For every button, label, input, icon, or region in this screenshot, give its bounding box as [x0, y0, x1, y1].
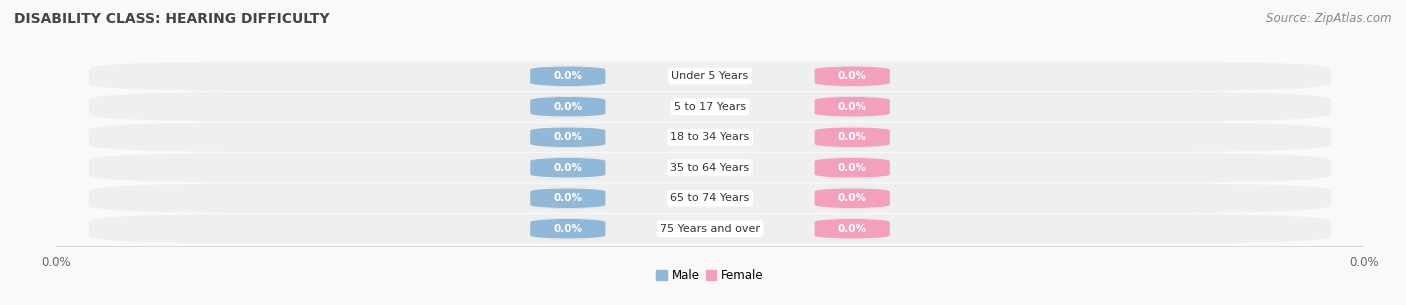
FancyBboxPatch shape	[527, 96, 609, 117]
FancyBboxPatch shape	[89, 214, 1331, 243]
Text: 0.0%: 0.0%	[554, 102, 582, 112]
Text: 0.0%: 0.0%	[838, 224, 866, 234]
Text: 0.0%: 0.0%	[554, 71, 582, 81]
FancyBboxPatch shape	[89, 153, 1331, 182]
FancyBboxPatch shape	[811, 157, 893, 178]
Text: 18 to 34 Years: 18 to 34 Years	[671, 132, 749, 142]
FancyBboxPatch shape	[527, 157, 609, 178]
Text: 0.0%: 0.0%	[838, 132, 866, 142]
Legend: Male, Female: Male, Female	[652, 265, 768, 287]
Text: Under 5 Years: Under 5 Years	[672, 71, 748, 81]
Text: 0.0%: 0.0%	[838, 102, 866, 112]
Text: 35 to 64 Years: 35 to 64 Years	[671, 163, 749, 173]
FancyBboxPatch shape	[527, 127, 609, 148]
FancyBboxPatch shape	[89, 184, 1331, 213]
FancyBboxPatch shape	[811, 188, 893, 209]
Text: DISABILITY CLASS: HEARING DIFFICULTY: DISABILITY CLASS: HEARING DIFFICULTY	[14, 12, 329, 26]
Text: 0.0%: 0.0%	[838, 71, 866, 81]
Text: 0.0%: 0.0%	[554, 224, 582, 234]
FancyBboxPatch shape	[811, 96, 893, 117]
FancyBboxPatch shape	[89, 92, 1331, 121]
Text: 0.0%: 0.0%	[838, 193, 866, 203]
FancyBboxPatch shape	[811, 66, 893, 87]
Text: 65 to 74 Years: 65 to 74 Years	[671, 193, 749, 203]
FancyBboxPatch shape	[89, 123, 1331, 152]
Text: 0.0%: 0.0%	[554, 132, 582, 142]
Text: 75 Years and over: 75 Years and over	[659, 224, 761, 234]
FancyBboxPatch shape	[527, 218, 609, 239]
Text: Source: ZipAtlas.com: Source: ZipAtlas.com	[1267, 12, 1392, 25]
FancyBboxPatch shape	[811, 127, 893, 148]
Text: 0.0%: 0.0%	[554, 163, 582, 173]
FancyBboxPatch shape	[527, 66, 609, 87]
FancyBboxPatch shape	[527, 188, 609, 209]
FancyBboxPatch shape	[811, 218, 893, 239]
Text: 0.0%: 0.0%	[554, 193, 582, 203]
Text: 5 to 17 Years: 5 to 17 Years	[673, 102, 747, 112]
Text: 0.0%: 0.0%	[838, 163, 866, 173]
FancyBboxPatch shape	[89, 62, 1331, 91]
